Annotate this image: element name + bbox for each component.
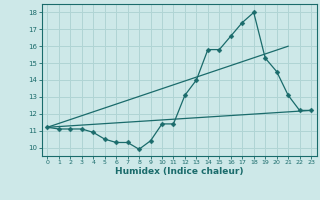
X-axis label: Humidex (Indice chaleur): Humidex (Indice chaleur) [115, 167, 244, 176]
